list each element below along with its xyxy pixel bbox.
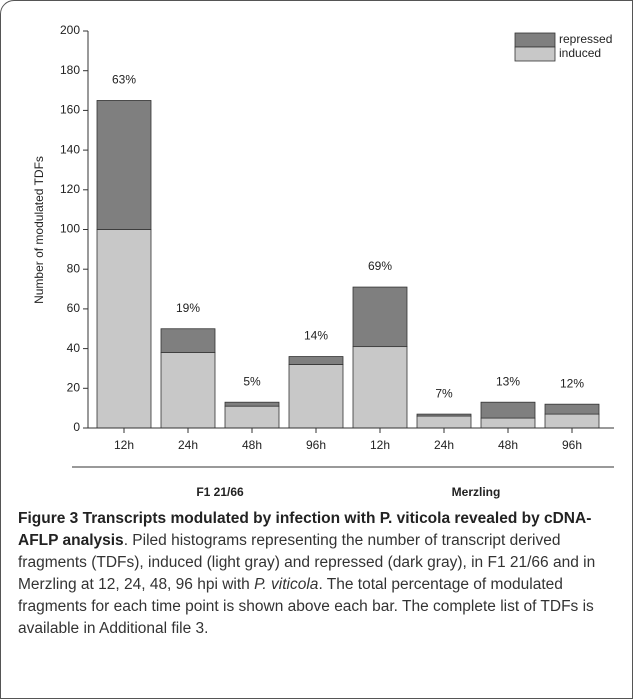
bar-segment [544,413,600,429]
bar-segment [480,401,536,419]
annotation: 19% [176,301,200,315]
bar-segment [160,352,216,429]
group-label: Merzling [452,485,501,499]
bar-segment [544,403,600,415]
legend-label: repressed [559,32,612,46]
caption-title: Figure 3 Transcripts modulated by infect… [18,510,592,549]
y-tick-label: 80 [67,261,81,275]
x-tick-label: 12h [114,438,134,452]
bar-segment [160,328,216,353]
bar-segment [288,356,344,365]
x-tick-label: 96h [562,438,582,452]
y-tick-label: 120 [60,182,80,196]
y-tick-label: 100 [60,222,80,236]
annotation: 69% [368,259,392,273]
bar-segment [352,286,408,348]
annotation: 14% [304,329,328,343]
y-tick-label: 0 [73,420,80,434]
caption-text: . Piled histograms representing the numb… [18,532,596,593]
y-tick-label: 20 [67,380,81,394]
annotation: 7% [435,386,453,400]
y-tick-label: 60 [67,301,81,315]
bar-segment [416,413,472,417]
caption: Figure 3 Transcripts modulated by infect… [18,508,623,640]
y-tick-label: 140 [60,142,80,156]
legend-label: induced [559,46,601,60]
bar-segment [416,415,472,429]
caption-text: . The total percentage of modulated frag… [18,576,594,637]
annotation: 13% [496,374,520,388]
legend-swatch [514,46,556,62]
x-tick-label: 24h [434,438,454,452]
bar-segment [288,364,344,429]
y-tick-label: 40 [67,341,81,355]
legend-swatch [514,32,556,48]
bar-segment [480,417,536,429]
x-tick-label: 48h [242,438,262,452]
bar-segment [96,229,152,429]
y-axis-label: Number of modulated TDFs [32,156,46,304]
caption-italic: P. viticola [254,576,319,593]
x-tick-label: 48h [498,438,518,452]
x-tick-label: 24h [178,438,198,452]
y-tick-label: 160 [60,103,80,117]
group-label: F1 21/66 [196,485,244,499]
x-tick-label: 12h [370,438,390,452]
bar-segment [96,100,152,230]
y-tick-label: 180 [60,63,80,77]
bar-segment [224,401,280,407]
chart: Number of modulated TDFs 0 20 40 60 80 100 120… [32,23,614,499]
annotation: 12% [560,376,584,390]
bar-segment [352,346,408,429]
x-tick-label: 96h [306,438,326,452]
annotation: 63% [112,73,136,87]
annotation: 5% [243,374,261,388]
y-tick-label: 200 [60,23,80,37]
bar-segment [224,405,280,429]
